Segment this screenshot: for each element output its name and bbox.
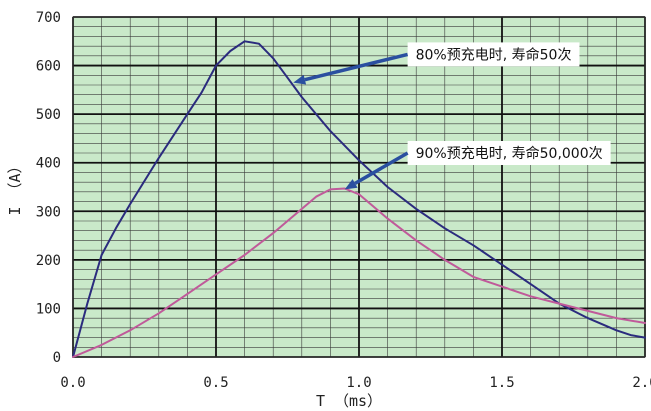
annotation-layer: 80%预充电时, 寿命50次 90%预充电时, 寿命50,000次 bbox=[293, 42, 611, 190]
y-tick-label: 100 bbox=[36, 301, 61, 317]
plot-border bbox=[72, 16, 646, 358]
x-tick-label: 2.0 bbox=[632, 375, 651, 391]
annotation-box-1 bbox=[407, 42, 580, 67]
x-tick-label: 1.5 bbox=[489, 375, 514, 391]
y-tick-label: 400 bbox=[36, 156, 61, 172]
y-tick-label: 0 bbox=[53, 350, 61, 366]
annotation-arrow-head-1 bbox=[293, 74, 307, 85]
annotation-arrow-shaft-2 bbox=[354, 151, 409, 185]
y-tick-label: 300 bbox=[36, 204, 61, 220]
series-line-1 bbox=[72, 40, 646, 358]
annotation-label-1: 80%预充电时, 寿命50次 bbox=[416, 46, 572, 63]
y-tick-labels: 0 100 200 300 400 500 600 700 bbox=[36, 10, 61, 366]
x-axis-label: T （ms） bbox=[316, 392, 382, 410]
y-tick-label: 600 bbox=[36, 59, 61, 75]
annotation-arrow-head-2 bbox=[344, 179, 358, 190]
annotation-1: 80%预充电时, 寿命50次 bbox=[293, 42, 580, 85]
annotation-2: 90%预充电时, 寿命50,000次 bbox=[344, 141, 611, 190]
y-tick-label: 700 bbox=[36, 10, 61, 26]
x-tick-label: 0.0 bbox=[60, 375, 85, 391]
x-tick-label: 0.5 bbox=[203, 375, 228, 391]
x-tick-labels: 0.0 0.5 1.0 1.5 2.0 bbox=[60, 375, 651, 391]
annotation-label-2: 90%预充电时, 寿命50,000次 bbox=[416, 145, 603, 162]
y-tick-label: 500 bbox=[36, 107, 61, 123]
series-layer bbox=[72, 40, 646, 358]
x-tick-label: 1.0 bbox=[346, 375, 371, 391]
y-tick-label: 200 bbox=[36, 253, 61, 269]
y-axis-label: I （A） bbox=[6, 158, 24, 215]
annotation-box-2 bbox=[407, 141, 611, 165]
annotation-arrow-shaft-1 bbox=[304, 52, 409, 82]
series-line-2 bbox=[72, 187, 646, 358]
